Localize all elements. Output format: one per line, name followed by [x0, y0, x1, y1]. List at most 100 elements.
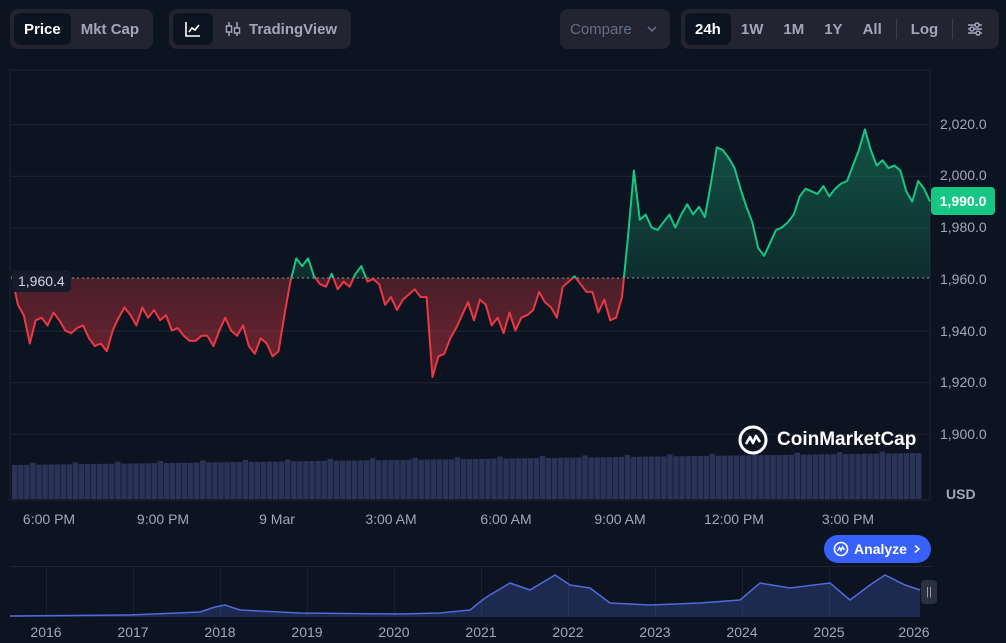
tradingview-button[interactable]: TradingView	[213, 13, 347, 45]
volume-bar	[885, 453, 892, 499]
volume-bar	[849, 453, 855, 499]
analyze-button[interactable]: Analyze	[824, 535, 931, 563]
range-all[interactable]: All	[862, 20, 882, 38]
volume-bar	[109, 463, 115, 499]
price-line-down	[11, 277, 625, 378]
navigator-year-label: 2021	[465, 624, 497, 640]
volume-bar	[473, 458, 479, 499]
chart-settings-button[interactable]	[957, 13, 993, 45]
volume-bar	[485, 458, 491, 499]
sliders-icon	[968, 22, 983, 36]
coinmarketcap-watermark: CoinMarketCap	[737, 424, 916, 456]
volume-bar	[103, 463, 109, 499]
volume-bar	[703, 455, 710, 499]
navigator-year-label: 2019	[291, 624, 323, 640]
volume-bar	[212, 462, 218, 499]
range-1y[interactable]: 1Y	[824, 20, 843, 38]
volume-bar	[812, 454, 819, 499]
line-chart-icon	[185, 22, 200, 37]
volume-bar	[266, 461, 273, 499]
x-tick-label: 9:00 PM	[136, 511, 190, 527]
volume-bar	[806, 454, 813, 499]
volume-bar	[200, 460, 206, 499]
range-24h[interactable]: 24h	[685, 13, 731, 45]
volume-bar	[460, 459, 467, 499]
volume-bar	[679, 456, 685, 499]
x-tick-label: 6:00 AM	[480, 511, 532, 527]
volume-bar	[369, 458, 376, 499]
volume-bar	[776, 454, 782, 499]
volume-bar	[242, 459, 248, 499]
volume-bar	[891, 453, 898, 499]
line-chart-button[interactable]	[173, 13, 213, 45]
range-1w[interactable]: 1W	[740, 20, 764, 38]
volume-bar	[636, 456, 643, 499]
compare-label: Compare	[570, 20, 632, 38]
x-tick-label: 3:00 AM	[365, 511, 417, 527]
x-tick-label: 6:00 PM	[22, 511, 76, 527]
volume-bar	[394, 459, 400, 499]
range-selector: 24h 1W 1M 1Y All Log	[681, 9, 999, 49]
range-1m[interactable]: 1M	[783, 20, 805, 38]
volume-bar	[782, 454, 788, 499]
volume-bar	[721, 455, 728, 499]
x-tick-label: 9:00 AM	[594, 511, 646, 527]
chevron-right-icon	[914, 544, 921, 554]
volume-bar	[272, 461, 279, 499]
volume-bar	[818, 454, 825, 499]
tab-price[interactable]: Price	[14, 13, 71, 45]
volume-bar	[867, 453, 873, 499]
x-tick-label: 9 Mar	[259, 511, 295, 527]
volume-bar	[436, 459, 443, 499]
grid-lines	[9, 69, 931, 501]
coinmarketcap-logo-icon	[738, 425, 768, 455]
volume-bar	[618, 457, 625, 499]
volume-bar	[139, 463, 145, 499]
volume-bar	[309, 461, 315, 499]
volume-bar	[843, 454, 849, 499]
volume-bar	[151, 463, 157, 499]
volume-bar	[448, 459, 455, 499]
volume-bar	[545, 457, 552, 499]
volume-bar	[339, 460, 346, 499]
log-toggle[interactable]: Log	[910, 20, 939, 38]
volume-bar	[297, 461, 303, 499]
volume-bar	[861, 453, 867, 499]
volume-bar	[133, 463, 139, 499]
x-tick-label: 12:00 PM	[704, 511, 764, 527]
volume-bar	[333, 460, 339, 499]
tab-mkt-cap[interactable]: Mkt Cap	[80, 20, 140, 38]
navigator-year-label: 2026	[898, 624, 930, 640]
analyze-label: Analyze	[854, 541, 907, 557]
volume-bar	[794, 452, 801, 499]
volume-bar	[752, 453, 758, 499]
volume-bar	[175, 462, 182, 499]
volume-bar	[837, 452, 843, 499]
volume-bar	[831, 454, 837, 499]
y-tick-label: 1,920.0	[940, 374, 987, 390]
volume-bar	[357, 460, 364, 499]
open-price-tag: 1,960.4	[12, 270, 71, 292]
volume-bar	[503, 458, 509, 499]
volume-bar	[527, 458, 534, 499]
volume-bar	[667, 454, 673, 499]
volume-bar	[491, 458, 497, 499]
volume-bar	[564, 457, 570, 499]
current-price-tag: 1,990.0	[931, 187, 995, 215]
volume-bar	[363, 460, 370, 499]
chevron-down-icon	[647, 26, 657, 33]
volume-bar	[376, 460, 382, 499]
volume-bar	[84, 464, 91, 499]
navigator-handle[interactable]: ||	[921, 580, 937, 604]
view-toggle: Price Mkt Cap	[10, 9, 154, 49]
volume-bar	[60, 464, 66, 499]
compare-dropdown[interactable]: Compare	[560, 9, 670, 49]
volume-bar	[194, 462, 200, 499]
volume-bar	[430, 459, 437, 499]
navigator-chart[interactable]	[9, 566, 932, 618]
volume-bar	[551, 457, 558, 499]
volume-bar	[187, 462, 194, 499]
y-tick-label: 1,900.0	[940, 426, 987, 442]
volume-bar	[570, 457, 576, 499]
